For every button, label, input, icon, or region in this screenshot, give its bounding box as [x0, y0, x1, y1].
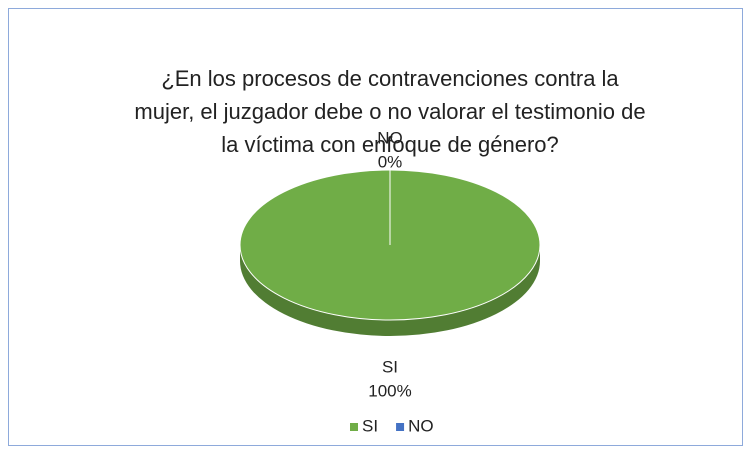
legend-swatch [396, 423, 405, 431]
chart-frame [8, 8, 743, 446]
legend-label: SI [362, 416, 378, 435]
data-label-name: SI [382, 357, 398, 376]
legend-swatch [350, 423, 358, 431]
pie-side [240, 245, 540, 336]
legend-label: NO [408, 416, 434, 435]
data-label-value: 0% [378, 152, 403, 171]
data-label-name: NO [377, 128, 403, 147]
data-label-value: 100% [368, 381, 411, 400]
chart-title: ¿En los procesos de contravenciones cont… [134, 66, 646, 157]
